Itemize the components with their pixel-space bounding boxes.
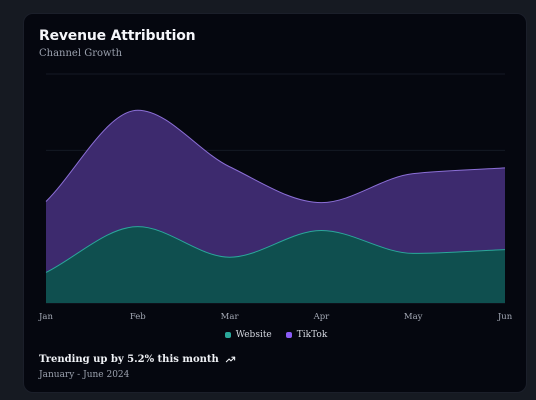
line-tiktok [45, 109, 506, 204]
area-tiktok [46, 110, 505, 273]
legend-label: Website [235, 330, 272, 340]
chart-title: Revenue Attribution [39, 28, 196, 44]
x-tick-label: Mar [221, 312, 240, 322]
date-range: January - June 2024 [39, 370, 130, 380]
legend-swatch [224, 332, 231, 338]
area-chart: Jan Feb Mar Apr May Jun [38, 73, 513, 322]
legend-label: TikTok [296, 330, 328, 340]
line-website [45, 226, 506, 273]
legend-swatch [285, 332, 292, 338]
legend-item: TikTok [285, 330, 328, 340]
chart-legend: Website TikTok [24, 330, 528, 340]
trending-up-icon [225, 356, 235, 363]
x-tick-label: May [404, 312, 423, 322]
chart-subtitle: Channel Growth [39, 48, 123, 59]
chart-card: Revenue Attribution Channel Growth Jan Fe… [23, 13, 527, 393]
area-website [46, 226, 505, 303]
x-tick-label: Feb [130, 312, 146, 322]
x-tick-label: Jan [38, 312, 53, 322]
trend-text: Trending up by 5.2% this month [39, 354, 219, 365]
trend-summary: Trending up by 5.2% this month [39, 354, 236, 365]
legend-item: Website [224, 330, 272, 340]
x-tick-label: Jun [497, 312, 513, 322]
x-tick-label: Apr [313, 312, 331, 322]
